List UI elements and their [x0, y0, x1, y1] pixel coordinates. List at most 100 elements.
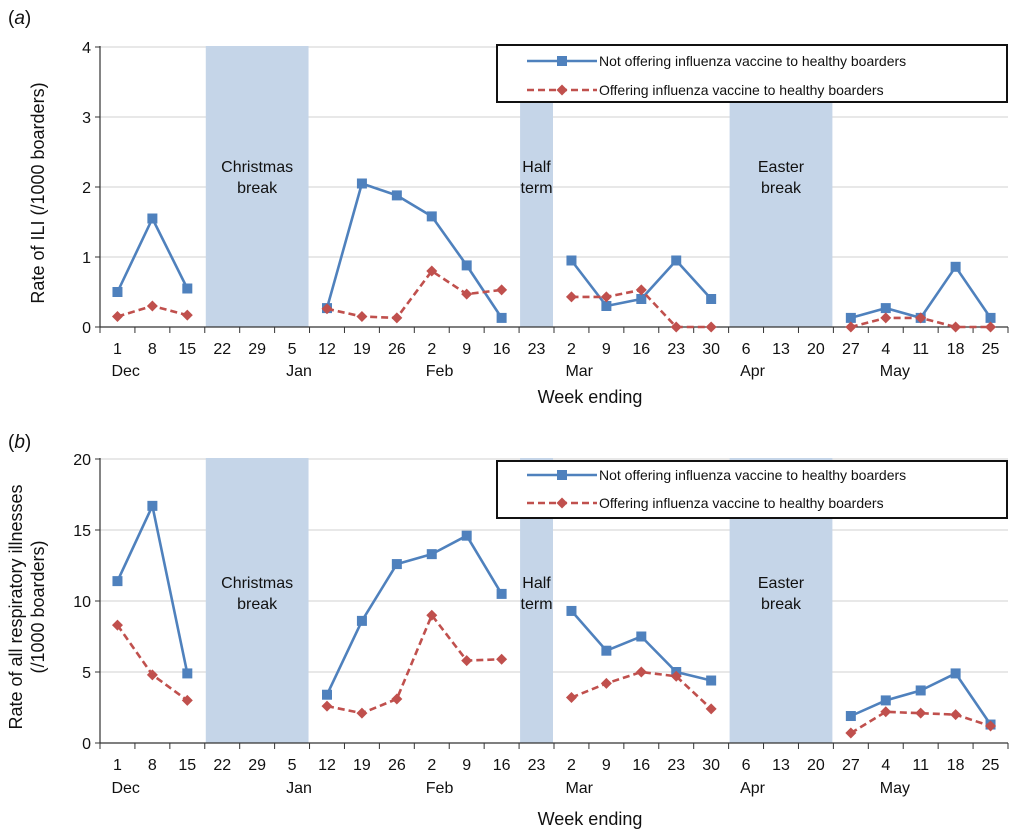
y-tick-label: 4 — [82, 40, 91, 57]
point-not-offering — [880, 695, 891, 706]
point-offering — [670, 670, 682, 682]
legend-label-offering: Offering influenza vaccine to healthy bo… — [599, 82, 884, 98]
x-tick-label: 11 — [912, 757, 929, 774]
x-tick-label: 29 — [248, 341, 266, 358]
break-region — [205, 46, 309, 327]
point-offering — [426, 265, 438, 277]
x-tick-label: 16 — [632, 341, 650, 358]
x-tick-label: 20 — [807, 757, 825, 774]
x-tick-label: 16 — [493, 757, 511, 774]
series-not-offering-line — [116, 217, 189, 293]
x-tick-label: 23 — [667, 341, 685, 358]
point-offering — [705, 703, 717, 715]
x-tick-label: 13 — [772, 341, 790, 358]
point-not-offering — [112, 287, 123, 297]
point-offering — [845, 321, 857, 333]
legend-label-not-offering: Not offering influenza vaccine to health… — [599, 467, 906, 483]
month-label: Mar — [565, 780, 593, 797]
x-tick-label: 22 — [213, 757, 231, 774]
point-offering — [496, 653, 508, 665]
legend-marker-not-offering — [557, 470, 567, 480]
point-offering — [845, 727, 857, 739]
series-not-offering-line — [116, 504, 189, 674]
point-not-offering — [845, 711, 856, 722]
point-not-offering — [147, 500, 158, 511]
point-offering — [600, 291, 612, 303]
point-offering — [985, 720, 997, 732]
panel-label-letter: b — [14, 432, 25, 453]
x-tick-label: 23 — [667, 757, 685, 774]
x-tick-label: 22 — [213, 341, 231, 358]
break-label: Half — [522, 159, 551, 176]
x-tick-label: 11 — [912, 341, 929, 358]
y-tick-label: 20 — [73, 452, 91, 469]
point-offering — [635, 284, 647, 296]
x-axis-title: Week ending — [538, 387, 643, 407]
x-tick-label: 19 — [353, 341, 371, 358]
point-not-offering — [706, 294, 717, 304]
x-tick-label: 18 — [947, 757, 965, 774]
series-not-offering-line — [850, 265, 992, 320]
x-tick-label: 9 — [602, 341, 611, 358]
x-tick-label: 23 — [528, 341, 546, 358]
x-tick-label: 6 — [742, 757, 751, 774]
point-not-offering — [950, 668, 961, 679]
point-not-offering — [601, 301, 612, 311]
break-label: term — [521, 180, 553, 197]
point-offering — [391, 312, 403, 324]
series-not-offering-line — [325, 534, 503, 696]
point-not-offering — [112, 576, 123, 587]
point-not-offering — [182, 668, 193, 679]
x-tick-label: 2 — [427, 341, 436, 358]
point-not-offering — [566, 255, 577, 266]
x-tick-label: 8 — [148, 757, 157, 774]
point-not-offering — [671, 255, 682, 266]
chart-panel-a: (a)01234ChristmasbreakHalftermEasterbrea… — [8, 8, 1009, 407]
point-offering — [565, 291, 577, 303]
x-axis-title: Week ending — [538, 809, 643, 829]
point-not-offering — [461, 530, 472, 541]
point-not-offering — [147, 213, 158, 224]
point-not-offering — [426, 549, 437, 560]
point-offering — [426, 609, 438, 621]
point-not-offering — [950, 261, 961, 272]
point-not-offering — [182, 283, 193, 294]
x-tick-label: 15 — [178, 757, 196, 774]
break-label: term — [521, 596, 553, 613]
point-offering — [146, 669, 158, 681]
point-not-offering — [322, 689, 332, 700]
point-offering — [146, 300, 158, 312]
panel-label-close: ) — [25, 8, 31, 29]
point-offering — [321, 700, 333, 712]
y-tick-label: 15 — [73, 523, 91, 540]
series-offering-line — [571, 670, 713, 710]
point-offering — [950, 321, 962, 333]
y-tick-label: 5 — [82, 665, 91, 682]
month-label: Mar — [565, 363, 593, 380]
point-not-offering — [356, 615, 367, 626]
point-not-offering — [496, 588, 507, 599]
break-label: break — [237, 180, 278, 197]
point-offering — [496, 284, 508, 296]
x-tick-label: 16 — [632, 757, 650, 774]
point-not-offering — [461, 260, 472, 271]
month-label: Feb — [426, 780, 454, 797]
break-label: break — [237, 596, 278, 613]
break-label: Half — [522, 575, 551, 592]
x-tick-label: 2 — [567, 757, 576, 774]
break-label: Easter — [758, 575, 805, 592]
point-not-offering — [496, 312, 507, 323]
series-offering-line — [116, 624, 189, 702]
y-axis-title: Rate of ILI (/1000 boarders) — [28, 82, 48, 303]
month-label: Apr — [740, 780, 766, 797]
legend-box — [496, 44, 1008, 103]
x-tick-label: 12 — [318, 757, 336, 774]
point-offering — [391, 693, 403, 705]
point-not-offering — [706, 675, 717, 686]
point-offering — [321, 303, 333, 315]
point-offering — [915, 312, 927, 324]
x-tick-label: 30 — [702, 341, 720, 358]
x-tick-label: 5 — [288, 341, 297, 358]
x-tick-label: 1 — [113, 341, 122, 358]
point-not-offering — [566, 605, 577, 616]
